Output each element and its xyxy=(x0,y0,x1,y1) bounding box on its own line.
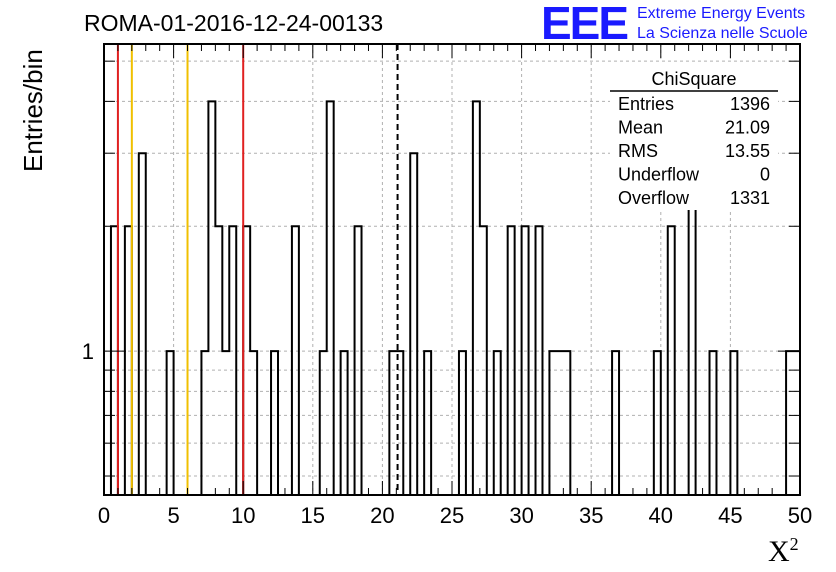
x-tick-label: 20 xyxy=(370,503,394,528)
x-tick-label: 5 xyxy=(167,503,179,528)
stats-row-value: 1331 xyxy=(730,188,770,208)
logo-line-1: Extreme Energy Events xyxy=(637,5,806,22)
x-axis-label-base: X xyxy=(768,535,790,568)
stats-row-label: RMS xyxy=(618,141,658,161)
x-axis-label: X2 xyxy=(768,534,799,569)
y-tick-label: 1 xyxy=(82,339,94,364)
stats-row-label: Entries xyxy=(618,94,674,114)
stats-row-label: Overflow xyxy=(618,188,690,208)
x-axis-label-sup: 2 xyxy=(789,534,799,554)
x-tick-label: 15 xyxy=(301,503,325,528)
stats-box-title: ChiSquare xyxy=(651,69,736,89)
stats-row-label: Underflow xyxy=(618,165,700,185)
x-tick-label: 25 xyxy=(440,503,464,528)
stats-row-value: 21.09 xyxy=(725,118,770,138)
logo-line-2: La Scienza nelle Scuole xyxy=(637,25,808,42)
logo-mark: EEE xyxy=(541,0,629,49)
stats-row-label: Mean xyxy=(618,118,663,138)
stats-row-value: 1396 xyxy=(730,94,770,114)
x-tick-label: 10 xyxy=(231,503,255,528)
x-tick-label: 50 xyxy=(788,503,812,528)
x-tick-label: 0 xyxy=(98,503,110,528)
chart-title: ROMA-01-2016-12-24-00133 xyxy=(84,10,384,36)
stats-row-value: 13.55 xyxy=(725,141,770,161)
x-tick-label: 40 xyxy=(649,503,673,528)
stats-box-bg xyxy=(610,62,778,210)
x-tick-label: 35 xyxy=(579,503,603,528)
x-tick-label: 30 xyxy=(509,503,533,528)
stats-row-value: 0 xyxy=(760,165,770,185)
x-tick-label: 45 xyxy=(718,503,742,528)
